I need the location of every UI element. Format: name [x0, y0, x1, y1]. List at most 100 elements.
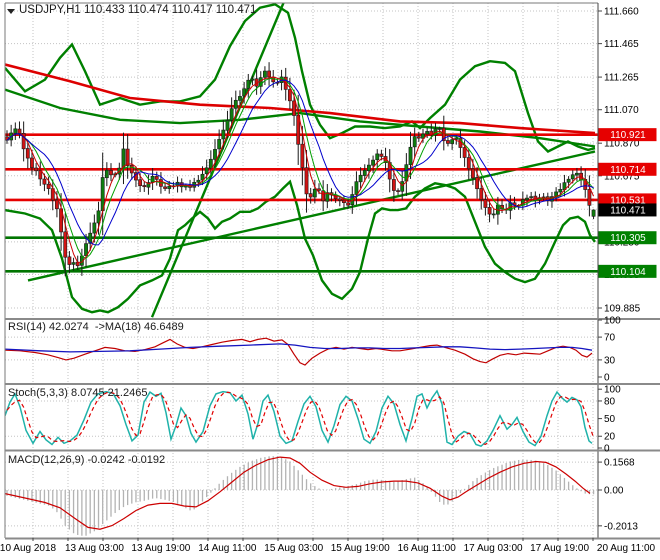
macd-panel[interactable]	[5, 456, 595, 536]
rsi-tick-label: 100	[604, 316, 621, 327]
candle-body	[250, 78, 255, 81]
candle-body	[150, 175, 155, 183]
macd-tick-label: -0.2013	[604, 521, 638, 532]
candle-body	[109, 170, 113, 176]
fast-moving-average	[6, 79, 594, 246]
panel-frame	[4, 2, 660, 540]
candle-body	[242, 88, 247, 97]
rsi-panel[interactable]	[5, 337, 593, 366]
candle-body	[204, 167, 209, 175]
candle-body	[208, 158, 213, 169]
candle-body	[337, 198, 342, 201]
fast-moving-average	[6, 76, 595, 264]
time-tick-label: 20 Aug 11:00	[597, 543, 656, 554]
candle-body	[362, 170, 367, 176]
main-chart-panel[interactable]	[5, 0, 598, 318]
time-tick-label: 14 Aug 11:00	[198, 543, 257, 554]
candle-body	[491, 213, 496, 216]
candle-body	[287, 89, 292, 102]
candle-body	[312, 188, 317, 198]
candle-body	[450, 139, 455, 144]
price-tick-label: 111.465	[604, 39, 639, 50]
candle-body	[479, 188, 484, 200]
candle-body	[196, 179, 201, 183]
candle-body	[358, 174, 363, 183]
candle-body	[325, 192, 330, 202]
resistance-price-badge-box	[598, 193, 657, 207]
candle-body	[446, 140, 450, 144]
candle-body	[400, 181, 405, 192]
candle-body	[462, 147, 467, 158]
time-tick-label: 17 Aug 19:00	[530, 543, 589, 554]
candle-body	[437, 128, 442, 130]
symbol-dropdown-icon[interactable]	[7, 9, 15, 14]
price-tick-label: 110.675	[604, 171, 640, 182]
time-tick-label: 15 Aug 03:00	[264, 543, 323, 554]
candle-body	[471, 168, 475, 179]
candle-body	[300, 143, 305, 168]
steep-trendline[interactable]	[150, 0, 285, 318]
stoch-tick-label: 50	[604, 414, 616, 425]
rsi-tick-label: 70	[604, 333, 616, 344]
candle-body	[142, 185, 147, 188]
candle-body	[221, 129, 226, 140]
stochastic-panel[interactable]	[5, 389, 595, 448]
time-tick-label: 13 Aug 19:00	[131, 543, 190, 554]
candle-body	[129, 164, 134, 174]
support-price-badge-box	[598, 264, 657, 278]
candle-body	[125, 148, 130, 166]
support-price-badge-box	[598, 231, 657, 245]
stochastic-signal-line	[6, 391, 595, 446]
macd-tick-label: 0.00	[604, 486, 624, 497]
candle-body	[267, 70, 271, 78]
candle-body	[104, 169, 109, 179]
time-axis[interactable]: 10 Aug 2018 13 Aug 03:00 13 Aug 19:00 14 Au…	[0, 538, 656, 554]
candle-body	[296, 115, 301, 145]
time-tick-label: 10 Aug 2018	[0, 543, 57, 554]
rsi-tick-label: 0	[604, 373, 610, 384]
candle-body	[233, 99, 238, 109]
candle-body	[371, 159, 375, 166]
candle-body	[483, 199, 488, 208]
candle-body	[304, 167, 309, 195]
time-tick-label: 13 Aug 03:00	[65, 543, 124, 554]
support-price-badge: 110.305	[598, 231, 657, 245]
resistance-price-badge: 110.531	[598, 193, 657, 207]
candle-body	[229, 108, 234, 121]
candle-body	[587, 189, 592, 206]
candle-body	[25, 148, 30, 159]
rising-trendline[interactable]	[27, 150, 596, 282]
candle-body	[179, 182, 184, 188]
rsi-ma-line	[5, 343, 593, 353]
resistance-price-badge: 110.714	[598, 162, 657, 176]
candle-body	[84, 243, 88, 256]
candle-body	[367, 164, 371, 172]
candle-body	[317, 188, 321, 191]
fast-moving-average	[6, 77, 594, 259]
support-price-badge-text: 110.305	[610, 233, 646, 244]
candle-body	[34, 167, 39, 172]
resistance-price-badge-text: 110.714	[610, 165, 646, 176]
candle-body	[30, 157, 34, 168]
candle-body	[63, 231, 68, 258]
candle-body	[292, 100, 296, 116]
candle-body	[42, 178, 47, 185]
price-tick-label: 111.070	[604, 105, 639, 116]
resistance-price-badge-box	[598, 128, 657, 142]
current-price-badge: 110.471	[598, 203, 657, 217]
candle-body	[138, 179, 143, 186]
candle-body	[96, 210, 101, 224]
candle-body	[167, 185, 172, 189]
candle-body	[342, 199, 346, 203]
stoch-tick-label: 20	[604, 432, 616, 443]
candle-body	[529, 196, 534, 198]
candle-body	[263, 70, 267, 78]
candle-body	[225, 120, 230, 131]
price-tick-label: 111.265	[604, 73, 639, 84]
candle-body	[13, 128, 18, 134]
time-tick-label: 15 Aug 19:00	[331, 543, 390, 554]
